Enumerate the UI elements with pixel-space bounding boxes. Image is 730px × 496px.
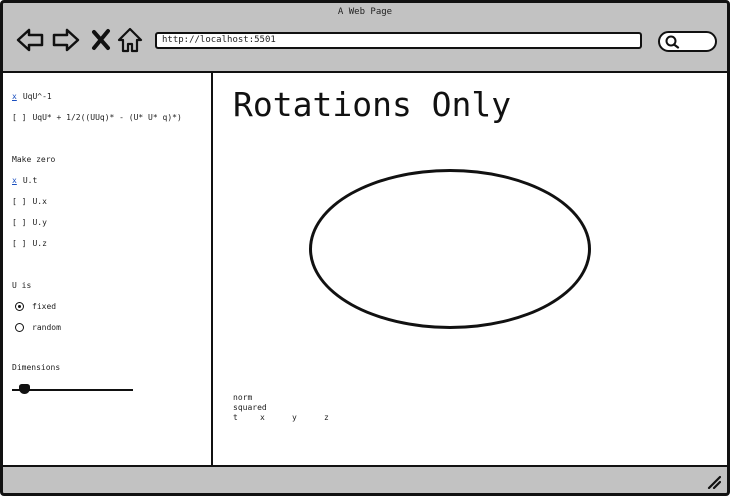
- axis-label-y: y: [292, 413, 297, 422]
- zero-label: U.y: [32, 218, 47, 227]
- make-zero-heading: Make zero: [12, 155, 56, 164]
- zero-option-t[interactable]: x U.t: [12, 175, 37, 187]
- checkbox-mark[interactable]: x: [12, 92, 17, 101]
- zero-option-y[interactable]: [ ] U.y: [12, 217, 47, 229]
- main-panel: Rotations Only norm squared t x y z: [213, 73, 727, 465]
- op-option-inverse[interactable]: x UqU^-1: [12, 91, 52, 103]
- axis-label-t: t: [233, 413, 238, 422]
- search-icon: [665, 35, 680, 49]
- browser-toolbar: http://localhost:5501: [3, 21, 727, 69]
- slider-thumb[interactable]: [19, 384, 31, 394]
- radio-fixed[interactable]: fixed: [15, 301, 56, 313]
- dimensions-label: Dimensions: [12, 363, 61, 372]
- op-option-conjugate[interactable]: [ ] UqU* + 1/2((UUq)* - (U* U* q)*): [12, 112, 182, 124]
- checkbox-mark[interactable]: [ ]: [12, 239, 27, 248]
- rotation-ellipse: [309, 169, 591, 329]
- radio-button[interactable]: [15, 323, 24, 332]
- u-is-heading: U is: [12, 281, 32, 290]
- page-title: Rotations Only: [233, 85, 512, 124]
- op-label: UqU^-1: [22, 92, 52, 101]
- url-field[interactable]: http://localhost:5501: [155, 32, 642, 49]
- close-x-icon[interactable]: [89, 25, 113, 55]
- axis-label-x: x: [260, 413, 265, 422]
- radio-label: fixed: [32, 302, 57, 311]
- op-label: UqU* + 1/2((UUq)* - (U* U* q)*): [32, 113, 182, 122]
- zero-option-z[interactable]: [ ] U.z: [12, 238, 47, 250]
- axis-label-z: z: [324, 413, 329, 422]
- checkbox-mark[interactable]: [ ]: [12, 218, 27, 227]
- zero-label: U.t: [22, 176, 38, 185]
- back-arrow-icon[interactable]: [15, 25, 45, 55]
- checkbox-mark[interactable]: [ ]: [12, 197, 27, 206]
- zero-option-x[interactable]: [ ] U.x: [12, 196, 47, 208]
- slider-track: [12, 389, 133, 391]
- home-icon[interactable]: [117, 25, 143, 55]
- forward-arrow-icon[interactable]: [51, 25, 81, 55]
- page-content: x UqU^-1 [ ] UqU* + 1/2((UUq)* - (U* U* q)…: [3, 71, 727, 467]
- resize-grip-icon[interactable]: [707, 475, 721, 489]
- checkbox-mark[interactable]: x: [12, 176, 17, 185]
- radio-button[interactable]: [15, 302, 24, 311]
- dimensions-slider[interactable]: [12, 383, 133, 395]
- radio-random[interactable]: random: [15, 322, 61, 334]
- zero-label: U.x: [32, 197, 47, 206]
- zero-label: U.z: [32, 239, 47, 248]
- checkbox-mark[interactable]: [ ]: [12, 113, 27, 122]
- legend-squared: squared: [233, 403, 267, 412]
- search-field[interactable]: [658, 31, 717, 52]
- window-title: A Web Page: [337, 7, 393, 17]
- radio-label: random: [32, 323, 61, 332]
- legend-norm: norm: [233, 393, 253, 402]
- status-bar: [3, 467, 727, 493]
- sidebar: x UqU^-1 [ ] UqU* + 1/2((UUq)* - (U* U* q)…: [3, 73, 213, 465]
